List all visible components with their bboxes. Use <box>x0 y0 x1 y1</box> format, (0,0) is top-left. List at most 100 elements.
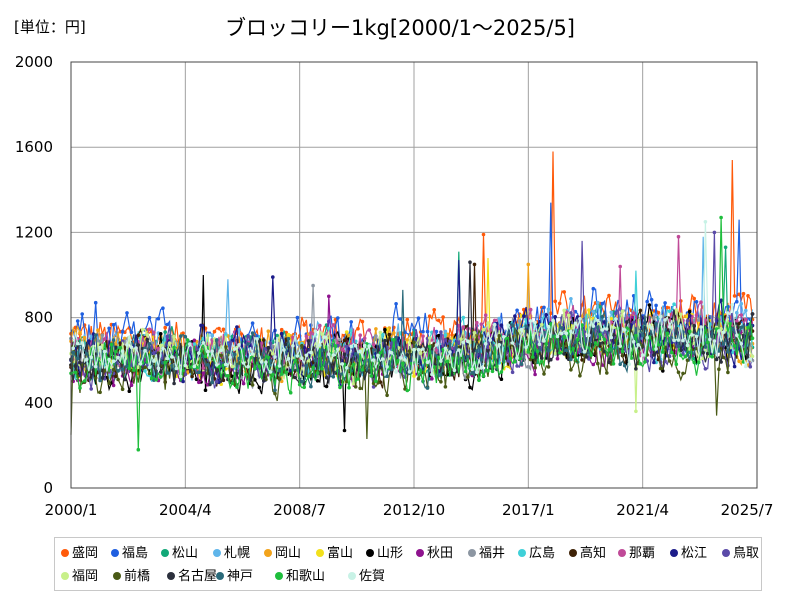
data-point <box>638 308 643 313</box>
data-point <box>143 365 147 370</box>
data-point <box>457 348 461 352</box>
data-point <box>344 366 349 370</box>
data-point <box>683 354 688 359</box>
y-tick-label: 800 <box>24 309 53 327</box>
data-point <box>620 349 625 354</box>
data-point <box>291 344 295 348</box>
data-point <box>461 315 466 320</box>
data-point <box>714 357 719 362</box>
data-point <box>544 313 549 317</box>
data-point <box>481 327 486 332</box>
data-point <box>138 362 143 366</box>
legend-item: 佐賀 <box>348 565 385 584</box>
data-point <box>250 352 255 356</box>
data-point <box>506 364 511 369</box>
data-point <box>609 335 614 340</box>
data-point <box>470 370 475 375</box>
data-point <box>737 292 741 297</box>
data-point <box>596 300 600 305</box>
data-point <box>230 381 235 386</box>
data-point <box>123 345 127 349</box>
legend-marker <box>213 549 221 557</box>
data-point <box>253 366 257 371</box>
data-point <box>111 383 116 388</box>
data-point <box>744 317 748 322</box>
chart-title: ブロッコリー1kg[2000/1～2025/5] <box>225 16 575 40</box>
y-tick-label: 2000 <box>15 53 53 71</box>
data-point <box>685 319 690 323</box>
legend-item: 札幌 <box>213 542 250 561</box>
data-point <box>593 341 598 345</box>
data-point <box>562 308 566 313</box>
data-point <box>383 338 387 343</box>
data-point <box>371 342 376 347</box>
data-point <box>116 355 120 360</box>
data-point <box>661 350 665 354</box>
data-point <box>636 343 640 347</box>
data-point <box>522 314 526 318</box>
data-point <box>658 366 663 371</box>
data-point <box>136 343 141 347</box>
data-point <box>645 335 649 340</box>
data-point <box>264 360 268 365</box>
data-point <box>443 337 448 342</box>
data-point <box>533 372 537 377</box>
data-point <box>302 385 307 390</box>
data-point <box>313 358 318 363</box>
data-point <box>78 330 82 335</box>
x-tick-label: 2008/7 <box>273 501 326 519</box>
data-point <box>681 371 685 376</box>
legend-marker <box>167 572 175 580</box>
data-point <box>656 310 661 315</box>
data-point <box>726 370 730 375</box>
data-point <box>513 314 517 318</box>
data-point <box>309 350 313 355</box>
data-point <box>320 367 324 371</box>
data-point <box>82 379 87 383</box>
data-point <box>492 318 497 323</box>
data-point <box>531 355 535 359</box>
data-point <box>665 331 670 336</box>
data-point <box>607 347 611 352</box>
data-point <box>102 349 107 354</box>
data-point <box>717 329 721 333</box>
data-point <box>441 315 445 319</box>
data-point <box>300 356 304 361</box>
legend-marker <box>264 549 272 557</box>
data-point <box>719 360 723 364</box>
data-point <box>185 338 190 342</box>
data-point <box>163 325 167 330</box>
data-point <box>412 374 416 378</box>
data-point <box>116 377 120 382</box>
data-point <box>378 330 383 335</box>
data-point <box>172 345 176 350</box>
data-point <box>255 337 259 341</box>
data-point <box>412 347 416 352</box>
tick-labels: 0 400 800 1200 1600 2000 2000/1 2004/4 2008/7 201… <box>15 53 774 519</box>
data-point <box>596 361 600 366</box>
data-point <box>546 365 551 369</box>
data-point <box>569 368 573 372</box>
data-point <box>336 316 340 320</box>
data-point <box>161 346 165 351</box>
data-point <box>217 326 221 331</box>
legend-marker <box>518 549 526 557</box>
data-point <box>143 369 147 373</box>
data-point <box>129 330 134 335</box>
data-point <box>318 323 322 328</box>
data-point <box>132 368 136 372</box>
data-point <box>499 377 504 382</box>
data-point <box>197 351 201 355</box>
data-point <box>472 330 477 335</box>
data-point <box>506 323 511 328</box>
data-point <box>549 357 553 362</box>
data-point <box>418 351 423 355</box>
data-point <box>526 364 531 369</box>
data-point <box>120 387 125 392</box>
data-point <box>676 344 681 349</box>
data-point <box>535 349 540 354</box>
data-point <box>645 299 649 304</box>
data-point <box>147 342 152 346</box>
legend-label: 和歌山 <box>286 569 326 584</box>
data-point <box>340 348 345 352</box>
